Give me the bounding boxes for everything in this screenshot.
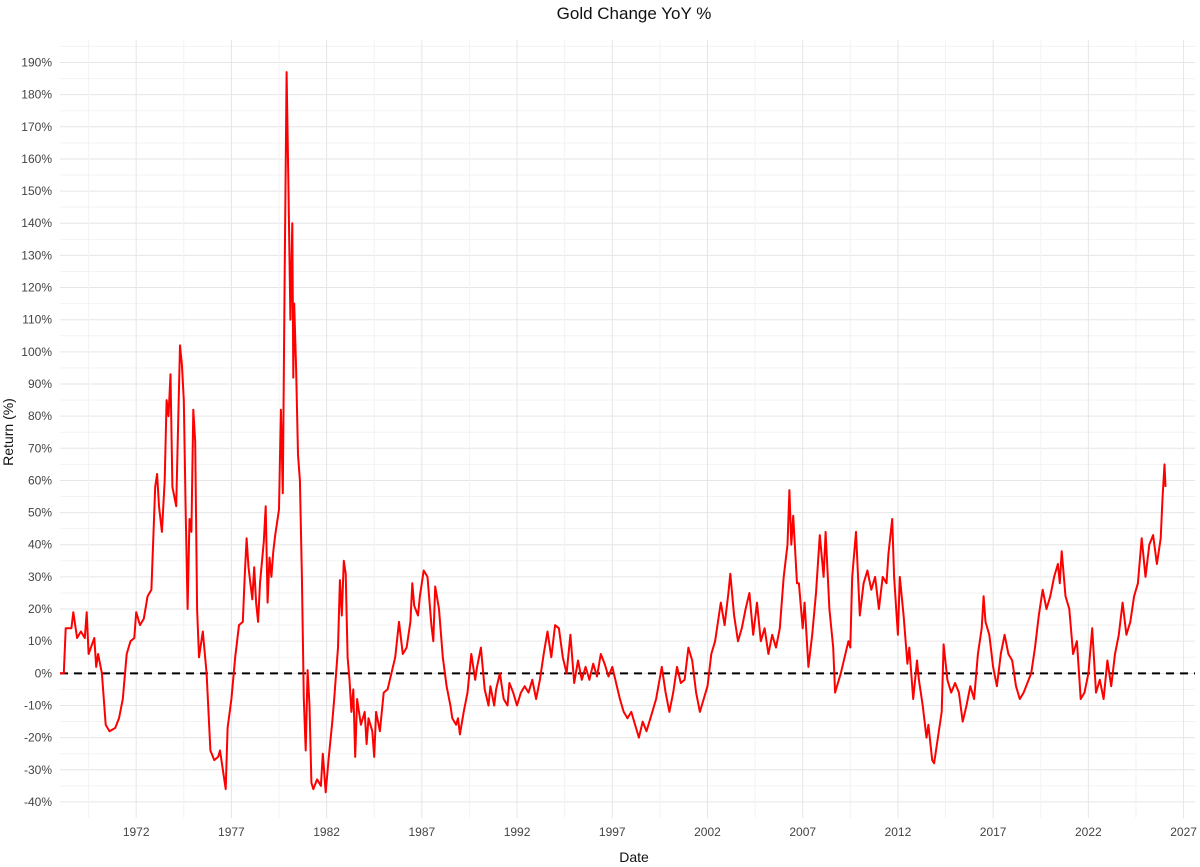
x-tick-label: 2007 — [789, 825, 816, 839]
x-tick-label: 1982 — [313, 825, 340, 839]
x-tick-label: 2027 — [1170, 825, 1197, 839]
y-tick-label: 40% — [28, 538, 52, 552]
y-tick-label: 130% — [21, 248, 52, 262]
y-tick-label: 80% — [28, 409, 52, 423]
x-axis-label: Date — [619, 849, 649, 865]
series-line-gold-yoy — [60, 71, 1167, 794]
y-tick-label: 50% — [28, 506, 52, 520]
y-tick-label: 0% — [35, 666, 53, 680]
x-tick-label: 1997 — [599, 825, 626, 839]
chart-title: Gold Change YoY % — [556, 4, 712, 23]
y-tick-label: 120% — [21, 281, 52, 295]
x-tick-label: 1992 — [504, 825, 531, 839]
y-tick-label: 180% — [21, 88, 52, 102]
y-tick-label: 20% — [28, 602, 52, 616]
x-tick-label: 2002 — [694, 825, 721, 839]
x-tick-label: 2022 — [1075, 825, 1102, 839]
y-tick-label: -40% — [24, 795, 52, 809]
y-tick-label: 170% — [21, 120, 52, 134]
y-tick-label: 150% — [21, 184, 52, 198]
y-tick-label: 10% — [28, 634, 52, 648]
y-tick-label: -20% — [24, 731, 52, 745]
y-tick-label: -10% — [24, 698, 52, 712]
y-tick-label: 110% — [22, 313, 52, 327]
grid — [60, 40, 1195, 818]
y-tick-label: 160% — [21, 152, 52, 166]
y-tick-label: 100% — [21, 345, 52, 359]
y-tick-label: 140% — [21, 216, 52, 230]
y-tick-label: 190% — [21, 56, 52, 70]
series-layer — [60, 71, 1167, 794]
x-tick-label: 1987 — [408, 825, 435, 839]
x-tick-label: 2017 — [980, 825, 1007, 839]
x-tick-label: 1972 — [123, 825, 150, 839]
x-tick-label: 1977 — [218, 825, 245, 839]
y-tick-label: 30% — [28, 570, 52, 584]
y-tick-label: 70% — [28, 441, 52, 455]
y-tick-label: -30% — [24, 763, 52, 777]
x-axis-ticks: 1972 1977 1982 1987 1992 1997 2002 2007 2012 2017… — [123, 825, 1197, 839]
x-tick-label: 2012 — [885, 825, 912, 839]
y-axis-ticks: -40% -30% -20% -10% 0% 10% 20% 30% 40% 50% 60% 70% 8… — [21, 56, 52, 809]
y-tick-label: 90% — [28, 377, 52, 391]
y-tick-label: 60% — [28, 473, 52, 487]
